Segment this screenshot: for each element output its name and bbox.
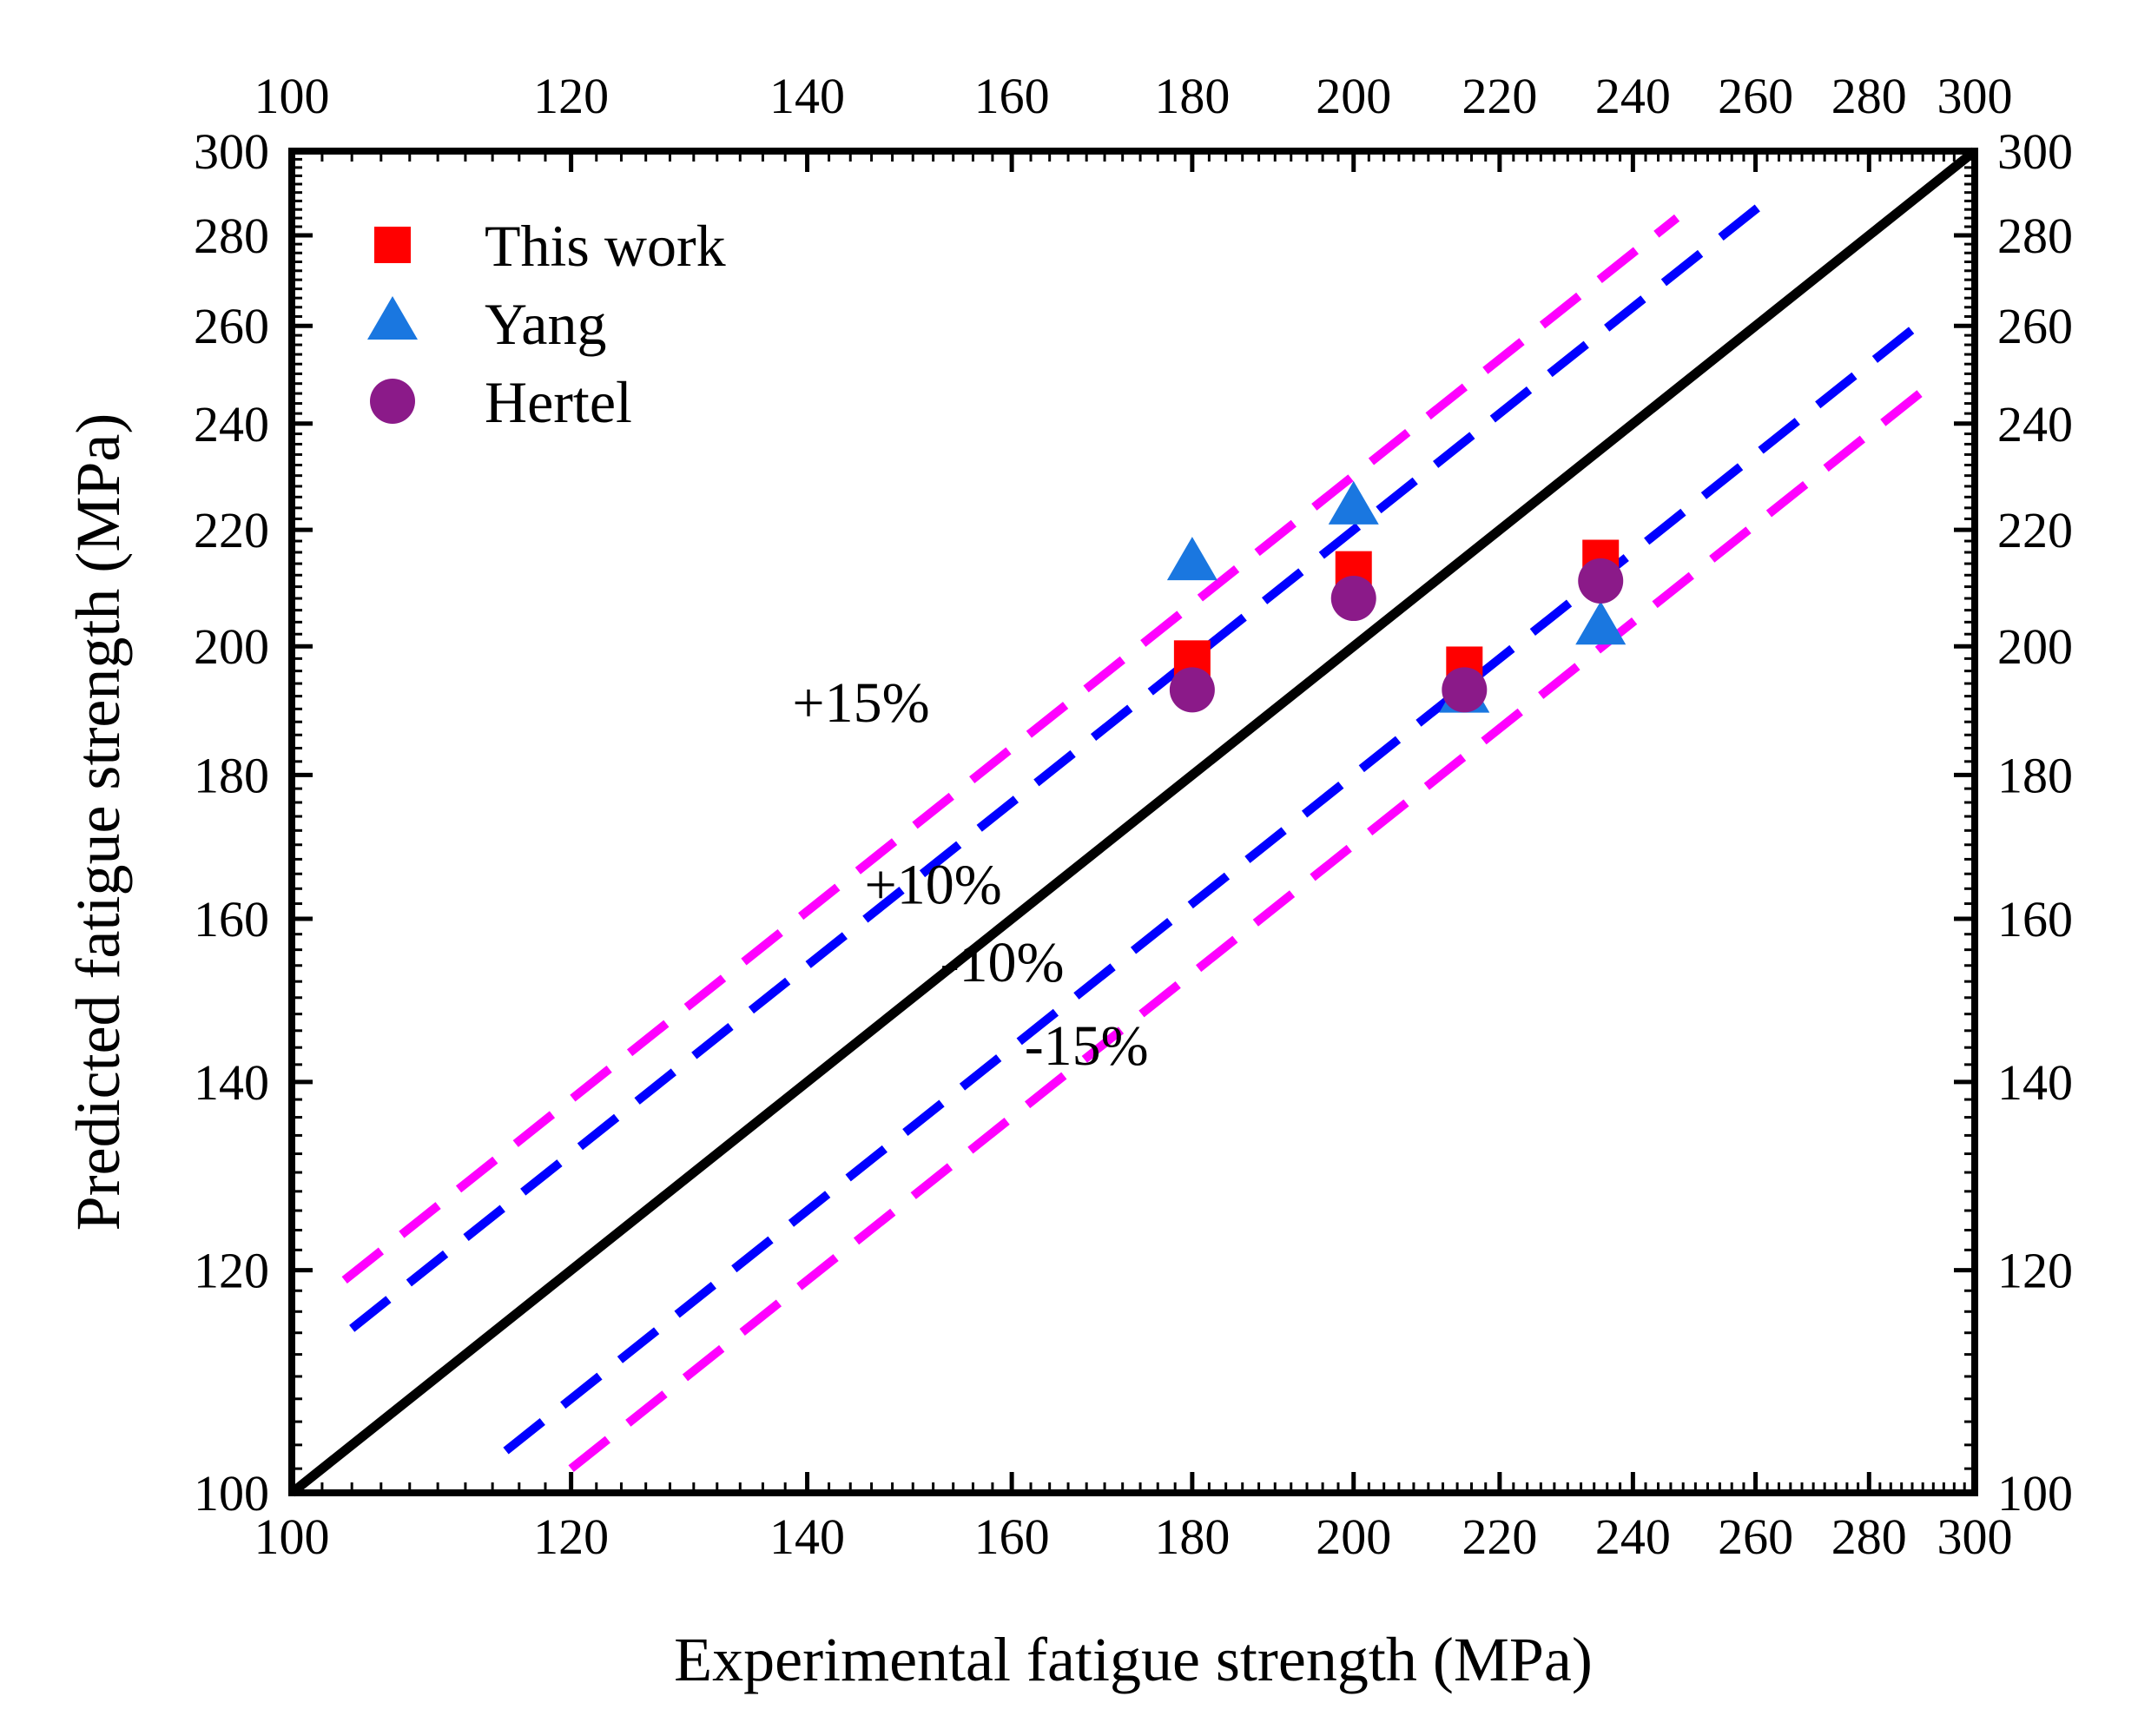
y-right-tick-label: 120 (1997, 1243, 2073, 1299)
x-top-tick-label: 160 (974, 68, 1050, 124)
parity-line (288, 147, 1978, 1497)
y-axis-title: Predicted fatigue strength (MPa) (63, 413, 133, 1231)
x-top-tick-label: 120 (533, 68, 609, 124)
x-top-tick-label: 100 (254, 68, 330, 124)
y-tick-label: 200 (194, 618, 269, 675)
x-top-tick-label: 240 (1595, 68, 1671, 124)
y-tick-label: 160 (194, 891, 269, 947)
deviation-label: +15% (792, 671, 929, 735)
deviation-line (568, 387, 1926, 1473)
triangle-point (1166, 537, 1217, 581)
x-axis-title: Experimental fatigue strength (MPa) (674, 1625, 1593, 1694)
y-tick-label: 260 (194, 298, 269, 354)
y-tick-label: 120 (194, 1243, 269, 1299)
y-tick-label: 220 (194, 502, 269, 558)
deviation-line (503, 314, 1931, 1455)
y-tick-label: 240 (194, 396, 269, 452)
x-tick-label: 160 (974, 1508, 1050, 1565)
deviation-label: -10% (940, 931, 1065, 994)
y-right-tick-label: 220 (1997, 502, 2073, 558)
legend-label: Hertel (485, 369, 632, 435)
y-tick-label: 300 (194, 123, 269, 180)
legend: This work Yang Hertel (367, 213, 726, 435)
x-top-tick-label: 280 (1831, 68, 1907, 124)
circle-point (1330, 576, 1376, 622)
deviation-label: -15% (1025, 1014, 1149, 1078)
y-right-tick-label: 140 (1997, 1054, 2073, 1111)
y-tick-label: 140 (194, 1054, 269, 1111)
x-tick-label: 200 (1316, 1508, 1391, 1565)
deviation-label: +10% (865, 854, 1002, 917)
circle-point (1578, 558, 1624, 604)
x-top-tick-label: 300 (1937, 68, 2013, 124)
x-top-tick-label: 180 (1154, 68, 1230, 124)
legend-square-marker (374, 227, 411, 263)
deviation-line (341, 214, 1680, 1284)
triangle-point (1575, 601, 1627, 645)
tick-labels: 1001001201201401401601601801802002002202… (194, 68, 2073, 1565)
legend-circle-marker (370, 379, 415, 424)
y-tick-label: 100 (194, 1465, 269, 1521)
x-tick-label: 140 (769, 1508, 845, 1565)
legend-triangle-marker (367, 296, 418, 340)
x-tick-label: 260 (1718, 1508, 1793, 1565)
deviation-line (349, 196, 1771, 1332)
y-tick-label: 180 (194, 747, 269, 803)
y-right-tick-label: 160 (1997, 891, 2073, 947)
legend-label: Yang (485, 291, 606, 357)
x-top-tick-label: 220 (1462, 68, 1537, 124)
x-tick-label: 280 (1831, 1508, 1907, 1565)
x-top-tick-label: 260 (1718, 68, 1793, 124)
y-right-tick-label: 260 (1997, 298, 2073, 354)
x-top-tick-label: 140 (769, 68, 845, 124)
x-tick-label: 220 (1462, 1508, 1537, 1565)
y-right-tick-label: 240 (1997, 396, 2073, 452)
x-tick-label: 300 (1937, 1508, 2013, 1565)
reference-lines (288, 147, 1978, 1497)
y-right-tick-label: 200 (1997, 618, 2073, 675)
y-tick-label: 280 (194, 208, 269, 264)
data-points (1166, 480, 1627, 713)
y-right-tick-label: 280 (1997, 208, 2073, 264)
y-right-tick-label: 180 (1997, 747, 2073, 803)
x-tick-label: 100 (254, 1508, 330, 1565)
triangle-point (1328, 480, 1379, 525)
x-tick-label: 180 (1154, 1508, 1230, 1565)
y-right-tick-label: 300 (1997, 123, 2073, 180)
x-top-tick-label: 200 (1316, 68, 1391, 124)
legend-label: This work (485, 213, 726, 279)
x-tick-label: 120 (533, 1508, 609, 1565)
circle-point (1169, 667, 1215, 713)
line-annotations: +15% +10% -10% -15% (792, 671, 1148, 1078)
plot-frame (288, 148, 1978, 1496)
x-tick-label: 240 (1595, 1508, 1671, 1565)
y-right-tick-label: 100 (1997, 1465, 2073, 1521)
circle-point (1442, 667, 1488, 713)
